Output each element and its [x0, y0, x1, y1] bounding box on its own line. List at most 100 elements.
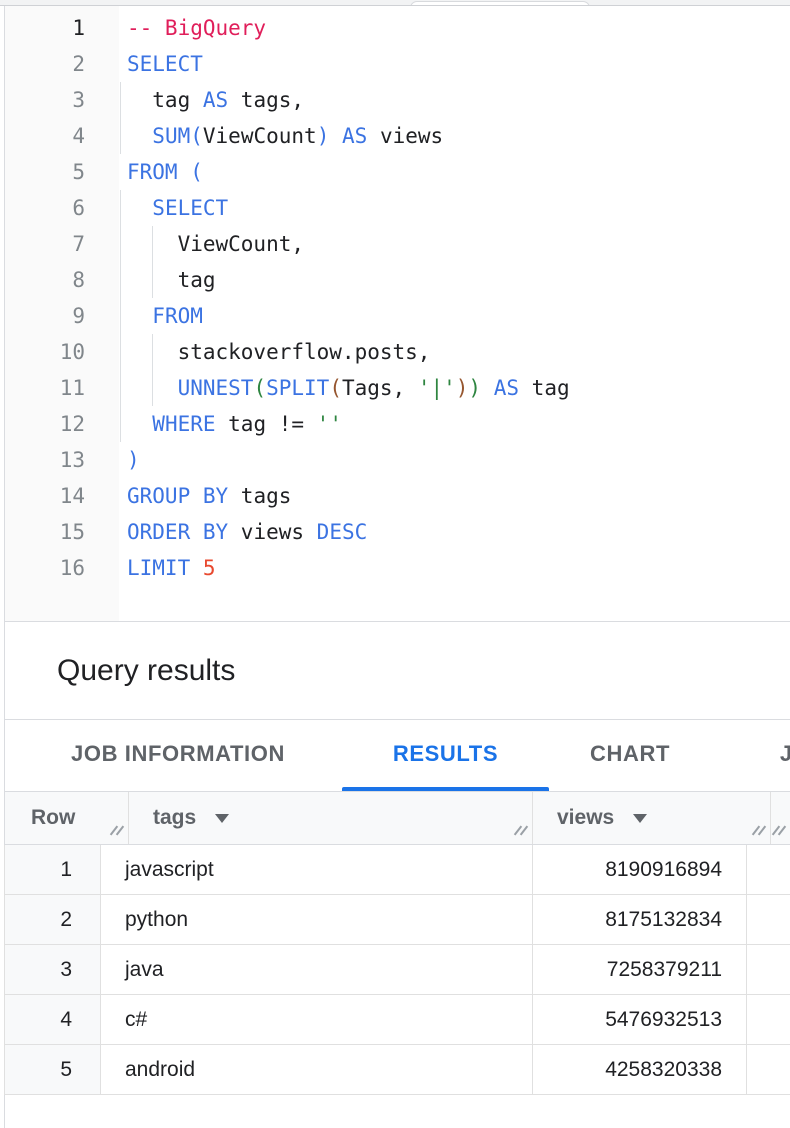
code-line-content[interactable]: ORDER BY views DESC: [85, 520, 367, 544]
table-header-row: Row tags views: [4, 792, 790, 845]
line-number: 16: [59, 556, 85, 580]
sql-editor[interactable]: 1 -- BigQuery 2 SELECT 3 tag AS tags, 4 SUM(V…: [5, 6, 790, 622]
code-token: (: [253, 376, 267, 400]
column-resize-handle[interactable]: [109, 824, 125, 838]
code-token: [127, 124, 152, 148]
line-number: 6: [72, 196, 85, 220]
line-number: 14: [59, 484, 85, 508]
tags-cell: c#: [101, 995, 533, 1044]
code-token: ViewCount: [202, 124, 317, 148]
column-resize-handle[interactable]: [771, 824, 787, 838]
code-token: [127, 304, 152, 328]
code-line: 12 WHERE tag != '': [5, 406, 790, 442]
line-number: 13: [59, 448, 85, 472]
column-header-row: Row: [5, 792, 129, 844]
code-token: tag: [127, 88, 203, 112]
code-token: SELECT: [152, 196, 229, 220]
row-number-cell: 2: [5, 895, 101, 944]
tab-json[interactable]: JSON: [779, 740, 790, 766]
code-line: 15 ORDER BY views DESC: [5, 514, 790, 550]
code-token: AS: [342, 124, 368, 148]
code-line-content[interactable]: GROUP BY tags: [85, 484, 291, 508]
code-token: [127, 412, 152, 436]
column-header-label: tags: [153, 806, 197, 829]
column-menu-icon[interactable]: [633, 813, 648, 823]
row-number-cell: 5: [5, 1045, 101, 1094]
code-line-content[interactable]: WHERE tag != '': [85, 412, 342, 436]
code-line: 10 stackoverflow.posts,: [5, 334, 790, 370]
code-line-content[interactable]: SUM(ViewCount) AS views: [85, 124, 443, 148]
views-cell: 8190916894: [533, 845, 747, 894]
line-number: 3: [72, 88, 85, 112]
line-number: 8: [72, 268, 85, 292]
indent-guide: [120, 190, 121, 442]
line-number: 1: [72, 16, 85, 40]
code-line: 1 -- BigQuery: [5, 10, 790, 46]
results-table: Row tags views 1 javascript 8190916894 2 pytho…: [4, 791, 790, 1095]
row-number-cell: 1: [5, 845, 101, 894]
code-line-content[interactable]: LIMIT 5: [85, 556, 216, 580]
code-token: ViewCount,: [127, 232, 305, 256]
column-menu-icon[interactable]: [215, 813, 230, 823]
code-token: [190, 556, 203, 580]
line-number: 15: [59, 520, 85, 544]
line-number: 10: [59, 340, 85, 364]
code-token: SPLIT: [266, 376, 330, 400]
code-line-content[interactable]: ): [85, 448, 140, 472]
toolbar-bottom-edge: [0, 0, 790, 6]
code-line: 5 FROM (: [5, 154, 790, 190]
tab-chart[interactable]: CHART: [590, 740, 670, 766]
line-number: 9: [72, 304, 85, 328]
results-tabbar: JOB INFORMATION RESULTS CHART JSON: [5, 720, 790, 791]
code-token: ORDER BY: [127, 520, 229, 544]
code-line-content[interactable]: stackoverflow.posts,: [85, 340, 431, 364]
code-token: [329, 124, 342, 148]
table-row: 3 java 7258379211: [4, 945, 790, 995]
tags-cell: java: [101, 945, 533, 994]
code-line-content[interactable]: SELECT: [85, 196, 228, 220]
tags-cell: javascript: [101, 845, 533, 894]
line-number: 11: [59, 376, 85, 400]
column-resize-handle[interactable]: [513, 824, 529, 838]
code-line-content[interactable]: tag: [85, 268, 216, 292]
code-line-content[interactable]: tag AS tags,: [85, 88, 304, 112]
column-resize-handle[interactable]: [751, 824, 767, 838]
line-number: 7: [72, 232, 85, 256]
table-row: 2 python 8175132834: [4, 895, 790, 945]
code-line-content[interactable]: ViewCount,: [85, 232, 304, 256]
column-header-views: views: [533, 792, 771, 844]
line-number: 2: [72, 52, 85, 76]
code-line: 3 tag AS tags,: [5, 82, 790, 118]
column-header-label: views: [557, 806, 615, 829]
code-line: 14 GROUP BY tags: [5, 478, 790, 514]
query-results-header: Query results: [5, 623, 790, 720]
code-line-content[interactable]: -- BigQuery: [85, 16, 266, 40]
code-line-content[interactable]: UNNEST(SPLIT(Tags, '|')) AS tag: [85, 376, 570, 400]
table-row: 4 c# 5476932513: [4, 995, 790, 1045]
code-token: DESC: [316, 520, 368, 544]
code-token: Tags,: [341, 376, 418, 400]
code-line-content[interactable]: FROM: [85, 304, 203, 328]
row-number-cell: 4: [5, 995, 101, 1044]
extra-cell: [747, 895, 790, 944]
panel-left-border: [4, 6, 5, 1128]
code-token: tag: [127, 268, 216, 292]
code-line-content[interactable]: SELECT: [85, 52, 203, 76]
code-token: -- BigQuery: [127, 16, 267, 40]
code-token: (: [190, 160, 203, 184]
code-token: AS: [493, 376, 520, 400]
column-header-extra: [771, 792, 790, 844]
code-token: [127, 196, 152, 220]
code-lines: 1 -- BigQuery 2 SELECT 3 tag AS tags, 4 SUM(V…: [5, 10, 790, 586]
views-cell: 7258379211: [533, 945, 747, 994]
tab-results[interactable]: RESULTS: [392, 740, 499, 766]
table-row: 1 javascript 8190916894: [4, 845, 790, 895]
code-token: tags,: [228, 88, 305, 112]
code-line: 2 SELECT: [5, 46, 790, 82]
indent-guide: [152, 226, 153, 298]
column-header-label: Row: [31, 806, 76, 829]
code-line-content[interactable]: FROM (: [85, 160, 203, 184]
code-token: WHERE: [152, 412, 216, 436]
tab-job-information[interactable]: JOB INFORMATION: [71, 740, 285, 766]
extra-cell: [747, 945, 790, 994]
